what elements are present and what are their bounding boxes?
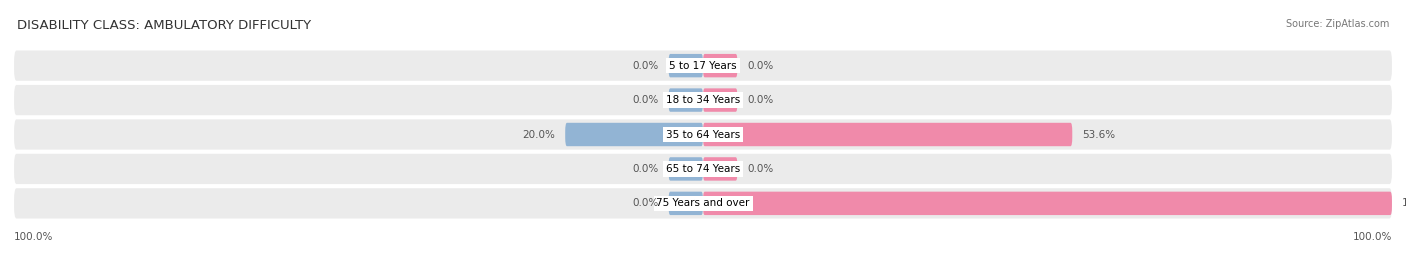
FancyBboxPatch shape [565, 123, 703, 146]
Text: 75 Years and over: 75 Years and over [657, 198, 749, 208]
FancyBboxPatch shape [669, 157, 703, 181]
Text: 18 to 34 Years: 18 to 34 Years [666, 95, 740, 105]
Text: Source: ZipAtlas.com: Source: ZipAtlas.com [1285, 19, 1389, 29]
Text: 100.0%: 100.0% [1402, 198, 1406, 208]
FancyBboxPatch shape [14, 85, 1392, 115]
FancyBboxPatch shape [703, 192, 1392, 215]
Text: 100.0%: 100.0% [1353, 232, 1392, 242]
FancyBboxPatch shape [14, 51, 1392, 81]
Text: DISABILITY CLASS: AMBULATORY DIFFICULTY: DISABILITY CLASS: AMBULATORY DIFFICULTY [17, 19, 311, 32]
Text: 53.6%: 53.6% [1083, 129, 1116, 140]
Text: 0.0%: 0.0% [631, 164, 658, 174]
FancyBboxPatch shape [14, 119, 1392, 150]
FancyBboxPatch shape [703, 157, 738, 181]
FancyBboxPatch shape [14, 154, 1392, 184]
FancyBboxPatch shape [669, 88, 703, 112]
FancyBboxPatch shape [14, 188, 1392, 218]
Text: 35 to 64 Years: 35 to 64 Years [666, 129, 740, 140]
FancyBboxPatch shape [669, 54, 703, 77]
Text: 65 to 74 Years: 65 to 74 Years [666, 164, 740, 174]
Text: 5 to 17 Years: 5 to 17 Years [669, 61, 737, 71]
Text: 20.0%: 20.0% [522, 129, 555, 140]
FancyBboxPatch shape [669, 192, 703, 215]
Text: 0.0%: 0.0% [748, 164, 775, 174]
Text: 0.0%: 0.0% [748, 61, 775, 71]
FancyBboxPatch shape [703, 88, 738, 112]
FancyBboxPatch shape [703, 123, 1073, 146]
FancyBboxPatch shape [703, 54, 738, 77]
Text: 0.0%: 0.0% [631, 198, 658, 208]
Text: 0.0%: 0.0% [748, 95, 775, 105]
Text: 100.0%: 100.0% [14, 232, 53, 242]
Text: 0.0%: 0.0% [631, 61, 658, 71]
Text: 0.0%: 0.0% [631, 95, 658, 105]
